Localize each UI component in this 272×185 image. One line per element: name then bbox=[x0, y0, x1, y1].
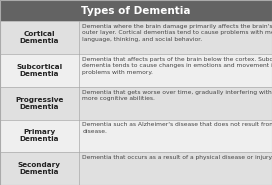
Text: Dementia that gets worse over time, gradually interfering with more and
more cog: Dementia that gets worse over time, grad… bbox=[82, 90, 272, 101]
Text: Dementia where the brain damage primarily affects the brain's cortex, or
outer l: Dementia where the brain damage primaril… bbox=[82, 24, 272, 42]
Text: Subcortical
Dementia: Subcortical Dementia bbox=[16, 64, 63, 77]
Text: Cortical
Dementia: Cortical Dementia bbox=[20, 31, 59, 44]
Text: Dementia that occurs as a result of a physical disease or injury.: Dementia that occurs as a result of a ph… bbox=[82, 155, 272, 160]
Text: Secondary
Dementia: Secondary Dementia bbox=[18, 162, 61, 175]
Bar bbox=[0, 0, 272, 21]
Bar bbox=[0, 21, 272, 54]
Bar bbox=[0, 120, 272, 152]
Text: Dementia that affects parts of the brain below the cortex. Subcortical
dementia : Dementia that affects parts of the brain… bbox=[82, 57, 272, 75]
Bar bbox=[0, 152, 272, 185]
Text: Types of Dementia: Types of Dementia bbox=[81, 6, 191, 16]
Text: Primary
Dementia: Primary Dementia bbox=[20, 129, 59, 142]
Bar bbox=[0, 87, 272, 120]
Text: Dementia such as Alzheimer's disease that does not result from any other
disease: Dementia such as Alzheimer's disease tha… bbox=[82, 122, 272, 134]
Text: Progressive
Dementia: Progressive Dementia bbox=[15, 97, 64, 110]
Bar bbox=[0, 54, 272, 87]
